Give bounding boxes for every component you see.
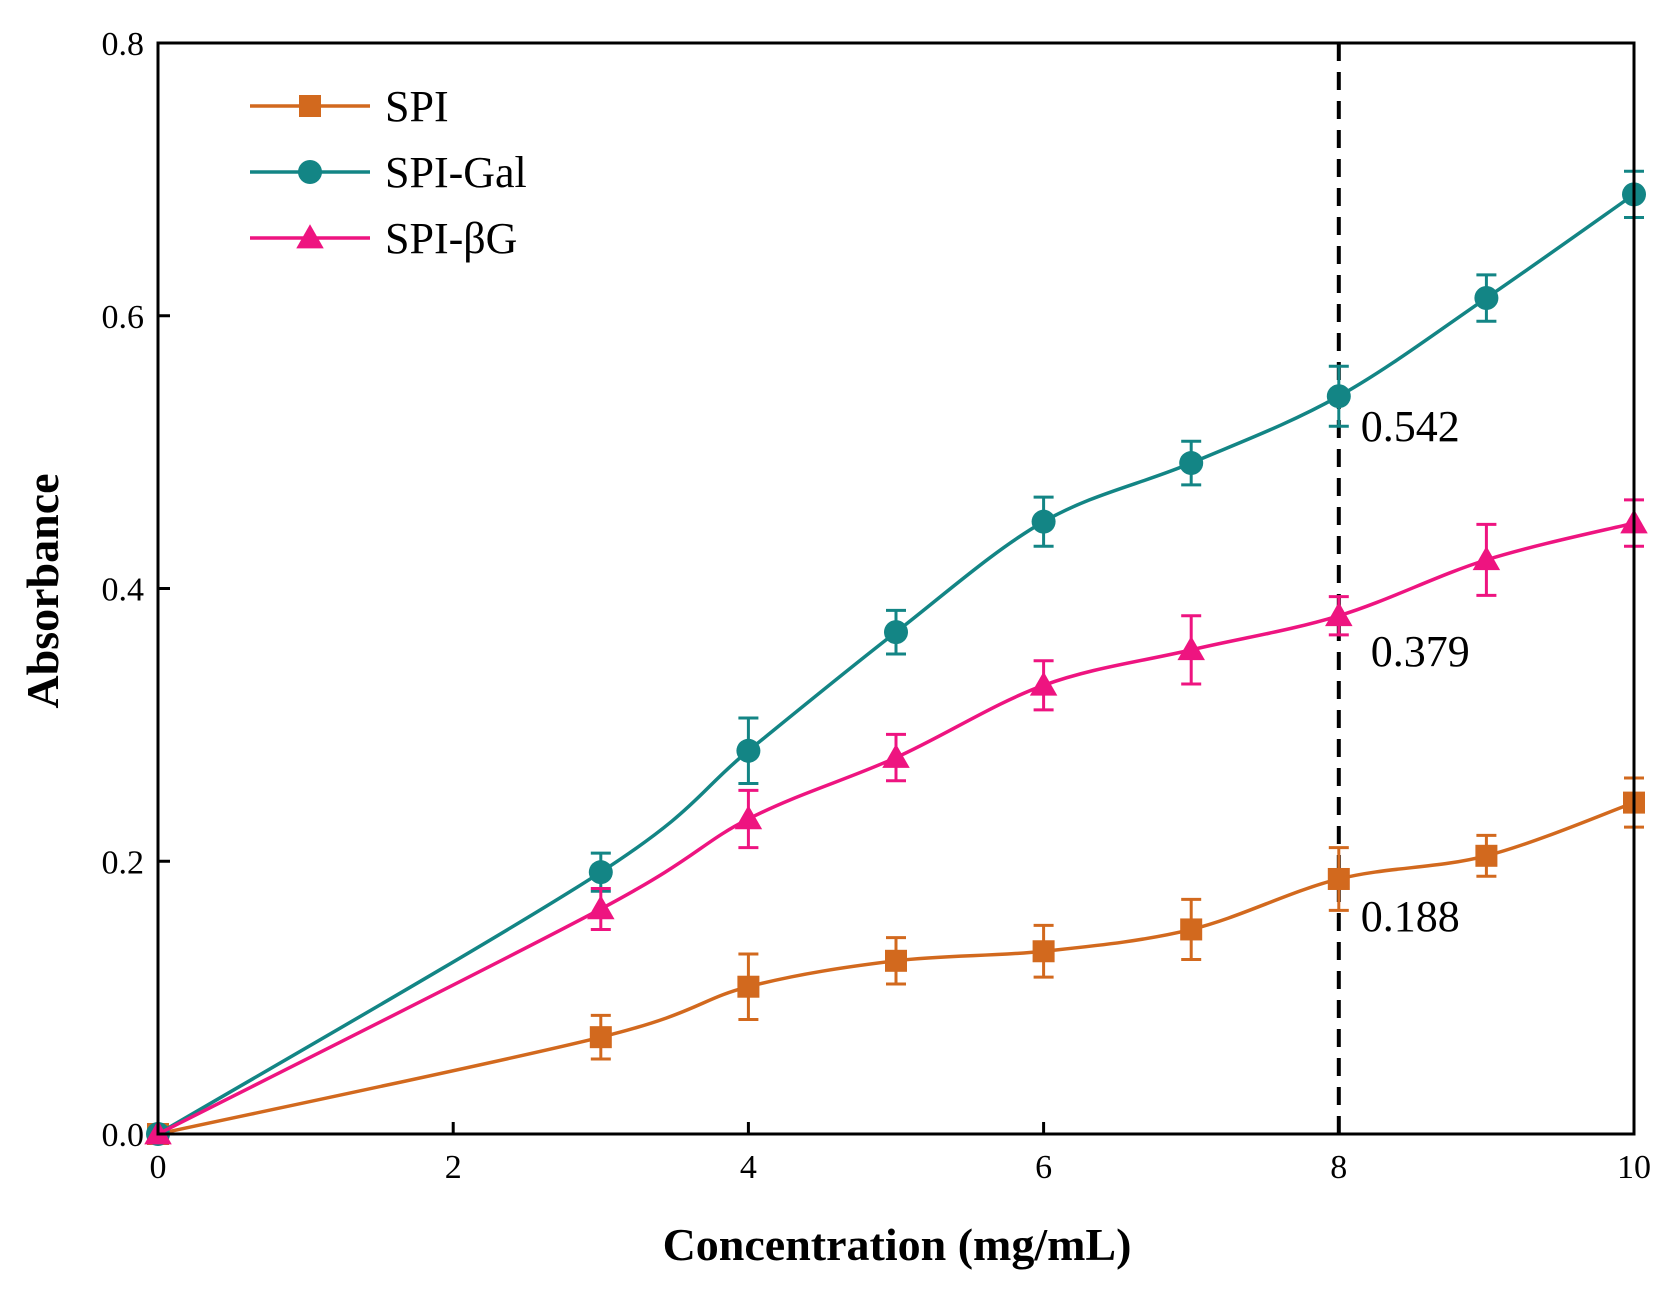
legend-label: SPI — [385, 82, 449, 131]
data-point — [1177, 636, 1205, 661]
x-tick-label: 8 — [1330, 1149, 1347, 1186]
legend-entry: SPI — [250, 82, 449, 131]
y-tick-label: 0.6 — [102, 299, 145, 336]
data-point — [1325, 602, 1353, 627]
data-point — [1472, 546, 1501, 571]
data-point — [1029, 671, 1058, 696]
y-tick-label: 0.0 — [102, 1117, 145, 1154]
data-point — [1180, 918, 1203, 941]
y-tick-label: 0.2 — [102, 844, 145, 881]
x-tick-label: 4 — [740, 1149, 757, 1186]
series-spi-g — [144, 498, 1648, 1145]
legend: SPI SPI-Gal SPI-βG — [250, 82, 527, 263]
series-layer — [144, 169, 1648, 1146]
y-tick-label: 0.8 — [102, 26, 145, 63]
annotations-layer: 0.542 0.379 0.188 — [1361, 402, 1470, 941]
legend-marker — [299, 95, 321, 117]
legend-marker — [296, 224, 324, 249]
data-point — [885, 949, 907, 972]
data-point — [1475, 844, 1498, 867]
data-point — [587, 895, 615, 920]
data-point — [1031, 509, 1056, 534]
data-point — [884, 620, 908, 645]
legend-marker — [298, 160, 322, 184]
series-line — [157, 192, 1636, 1136]
x-axis-title: Concentration (mg/mL) — [663, 1219, 1132, 1270]
legend-label: SPI-Gal — [385, 148, 527, 197]
data-point — [588, 860, 613, 885]
x-tick-label: 6 — [1035, 1149, 1052, 1186]
data-point — [1179, 451, 1204, 476]
legend-entry: SPI-Gal — [250, 148, 527, 197]
data-point — [736, 738, 761, 763]
data-point — [1326, 384, 1351, 409]
data-point — [589, 1026, 612, 1049]
data-point — [882, 743, 910, 768]
legend-label: SPI-βG — [385, 214, 517, 263]
y-axis-title: Absorbance — [17, 473, 68, 708]
annotation-label: 0.379 — [1371, 627, 1470, 676]
x-tick-label: 0 — [150, 1149, 167, 1186]
y-tick-label: 0.4 — [102, 572, 145, 609]
data-point — [737, 975, 760, 998]
axes-layer: 0 2 4 6 8 10 0.0 0.2 0.4 0.6 0.8 — [102, 26, 1652, 1186]
legend-entry: SPI-βG — [250, 214, 517, 263]
annotation-label: 0.542 — [1361, 402, 1460, 451]
x-tick-label: 2 — [445, 1149, 462, 1186]
data-point — [1327, 867, 1350, 890]
data-point — [734, 805, 763, 830]
data-point — [1032, 940, 1055, 963]
series-line — [157, 800, 1635, 1136]
data-point — [1474, 286, 1499, 311]
series-line — [157, 521, 1635, 1136]
x-tick-label: 10 — [1617, 1149, 1651, 1186]
annotation-label: 0.188 — [1361, 892, 1460, 941]
